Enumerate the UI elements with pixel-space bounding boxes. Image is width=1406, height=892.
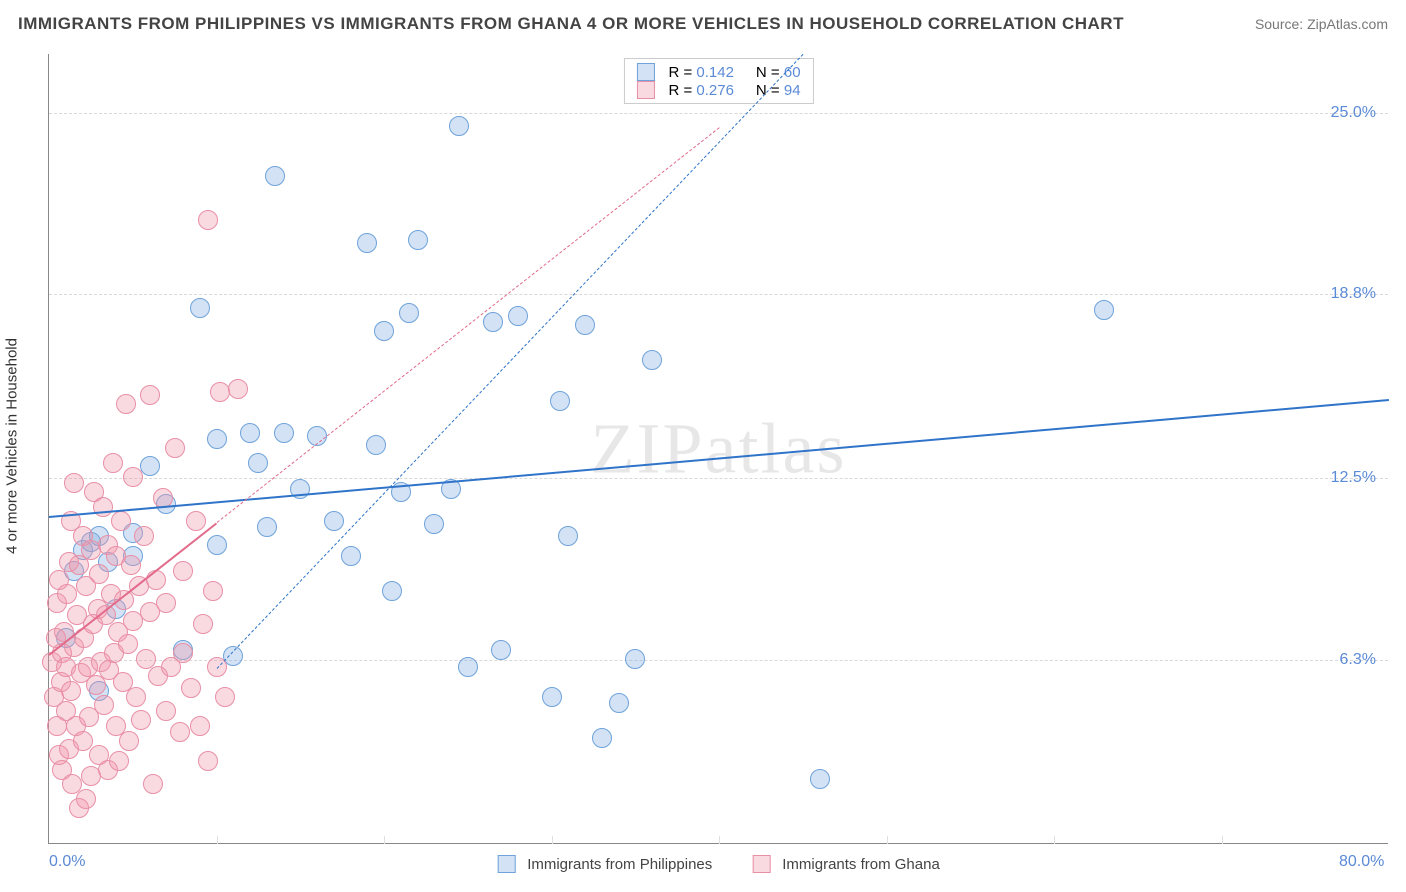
legend-stat-row: R = 0.276N = 94 xyxy=(636,81,800,99)
data-point xyxy=(136,649,156,669)
data-point xyxy=(408,230,428,250)
data-point xyxy=(642,350,662,370)
data-point xyxy=(89,564,109,584)
data-point xyxy=(186,511,206,531)
data-point xyxy=(57,584,77,604)
data-point xyxy=(165,438,185,458)
data-point xyxy=(458,657,478,677)
data-point xyxy=(265,166,285,186)
data-point xyxy=(357,233,377,253)
data-point xyxy=(111,511,131,531)
data-point xyxy=(215,687,235,707)
data-point xyxy=(119,731,139,751)
data-point xyxy=(109,751,129,771)
data-point xyxy=(625,649,645,669)
y-axis-label: 4 or more Vehicles in Household xyxy=(4,338,21,554)
data-point xyxy=(190,298,210,318)
data-point xyxy=(228,379,248,399)
data-point xyxy=(173,643,193,663)
data-point xyxy=(203,581,223,601)
data-point xyxy=(134,526,154,546)
data-point xyxy=(483,312,503,332)
x-tick xyxy=(384,836,385,844)
data-point xyxy=(207,429,227,449)
data-point xyxy=(156,593,176,613)
data-point xyxy=(810,769,830,789)
data-point xyxy=(210,382,230,402)
gridline-h xyxy=(49,660,1388,661)
y-tick-label: 12.5% xyxy=(1331,469,1376,487)
data-point xyxy=(76,789,96,809)
data-point xyxy=(374,321,394,341)
data-point xyxy=(341,546,361,566)
x-tick-label: 80.0% xyxy=(1339,853,1384,871)
data-point xyxy=(324,511,344,531)
x-tick xyxy=(552,836,553,844)
data-point xyxy=(198,210,218,230)
data-point xyxy=(61,681,81,701)
data-point xyxy=(121,555,141,575)
data-point xyxy=(198,751,218,771)
trend-line xyxy=(216,54,803,669)
data-point xyxy=(609,693,629,713)
data-point xyxy=(126,687,146,707)
y-tick-label: 6.3% xyxy=(1340,651,1376,669)
x-tick xyxy=(719,836,720,844)
data-point xyxy=(491,640,511,660)
data-point xyxy=(274,423,294,443)
y-tick-label: 18.8% xyxy=(1331,285,1376,303)
legend-series: Immigrants from Philippines Immigrants fr… xyxy=(497,855,940,873)
data-point xyxy=(592,728,612,748)
data-point xyxy=(116,394,136,414)
data-point xyxy=(399,303,419,323)
data-point xyxy=(131,710,151,730)
data-point xyxy=(140,456,160,476)
data-point xyxy=(257,517,277,537)
data-point xyxy=(146,570,166,590)
data-point xyxy=(170,722,190,742)
data-point xyxy=(542,687,562,707)
data-point xyxy=(508,306,528,326)
data-point xyxy=(190,716,210,736)
data-point xyxy=(248,453,268,473)
x-tick xyxy=(887,836,888,844)
data-point xyxy=(424,514,444,534)
gridline-h xyxy=(49,294,1388,295)
scatter-plot: ZIPatlas R = 0.142N = 60R = 0.276N = 94 … xyxy=(48,54,1388,844)
x-tick xyxy=(1222,836,1223,844)
data-point xyxy=(1094,300,1114,320)
data-point xyxy=(181,678,201,698)
data-point xyxy=(207,535,227,555)
data-point xyxy=(118,634,138,654)
chart-source: Source: ZipAtlas.com xyxy=(1255,16,1388,32)
data-point xyxy=(240,423,260,443)
data-point xyxy=(73,731,93,751)
data-point xyxy=(382,581,402,601)
legend-item: Immigrants from Ghana xyxy=(752,855,940,873)
data-point xyxy=(366,435,386,455)
data-point xyxy=(156,701,176,721)
data-point xyxy=(575,315,595,335)
legend-item: Immigrants from Philippines xyxy=(497,855,712,873)
data-point xyxy=(123,467,143,487)
x-tick xyxy=(217,836,218,844)
y-tick-label: 25.0% xyxy=(1331,104,1376,122)
gridline-h xyxy=(49,478,1388,479)
data-point xyxy=(173,561,193,581)
data-point xyxy=(143,774,163,794)
data-point xyxy=(103,453,123,473)
legend-stats: R = 0.142N = 60R = 0.276N = 94 xyxy=(623,58,813,104)
data-point xyxy=(64,473,84,493)
data-point xyxy=(449,116,469,136)
data-point xyxy=(140,385,160,405)
data-point xyxy=(193,614,213,634)
gridline-h xyxy=(49,113,1388,114)
chart-title: IMMIGRANTS FROM PHILIPPINES VS IMMIGRANT… xyxy=(18,14,1124,34)
x-tick-label: 0.0% xyxy=(49,853,85,871)
x-tick xyxy=(1054,836,1055,844)
data-point xyxy=(550,391,570,411)
legend-stat-row: R = 0.142N = 60 xyxy=(636,63,800,81)
data-point xyxy=(94,695,114,715)
data-point xyxy=(558,526,578,546)
